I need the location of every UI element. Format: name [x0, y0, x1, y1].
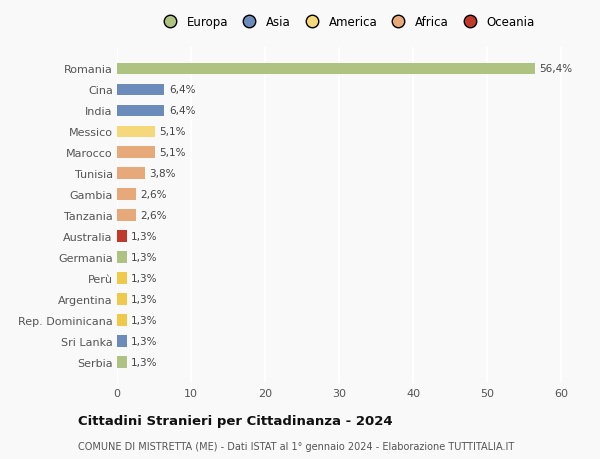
Text: 6,4%: 6,4%	[169, 106, 196, 116]
Text: 1,3%: 1,3%	[131, 274, 158, 284]
Text: 1,3%: 1,3%	[131, 315, 158, 325]
Bar	[117, 336, 127, 347]
Text: 2,6%: 2,6%	[140, 190, 167, 200]
Text: 1,3%: 1,3%	[131, 295, 158, 304]
Text: COMUNE DI MISTRETTA (ME) - Dati ISTAT al 1° gennaio 2024 - Elaborazione TUTTITAL: COMUNE DI MISTRETTA (ME) - Dati ISTAT al…	[78, 441, 514, 451]
Bar	[117, 252, 127, 263]
Text: Cittadini Stranieri per Cittadinanza - 2024: Cittadini Stranieri per Cittadinanza - 2…	[78, 414, 392, 428]
Bar	[117, 168, 145, 179]
Bar	[117, 294, 127, 305]
Text: 5,1%: 5,1%	[159, 127, 185, 137]
Text: 3,8%: 3,8%	[149, 169, 176, 179]
Bar	[117, 84, 164, 96]
Bar	[117, 210, 136, 222]
Text: 5,1%: 5,1%	[159, 148, 185, 158]
Legend: Europa, Asia, America, Africa, Oceania: Europa, Asia, America, Africa, Oceania	[156, 14, 537, 32]
Bar	[117, 126, 155, 138]
Text: 1,3%: 1,3%	[131, 357, 158, 367]
Bar	[117, 231, 127, 242]
Text: 1,3%: 1,3%	[131, 232, 158, 241]
Bar	[117, 147, 155, 159]
Text: 56,4%: 56,4%	[539, 64, 572, 74]
Text: 6,4%: 6,4%	[169, 85, 196, 95]
Bar	[117, 63, 535, 75]
Bar	[117, 357, 127, 368]
Bar	[117, 189, 136, 201]
Text: 1,3%: 1,3%	[131, 336, 158, 347]
Bar	[117, 315, 127, 326]
Text: 1,3%: 1,3%	[131, 252, 158, 263]
Bar	[117, 105, 164, 117]
Text: 2,6%: 2,6%	[140, 211, 167, 221]
Bar	[117, 273, 127, 284]
